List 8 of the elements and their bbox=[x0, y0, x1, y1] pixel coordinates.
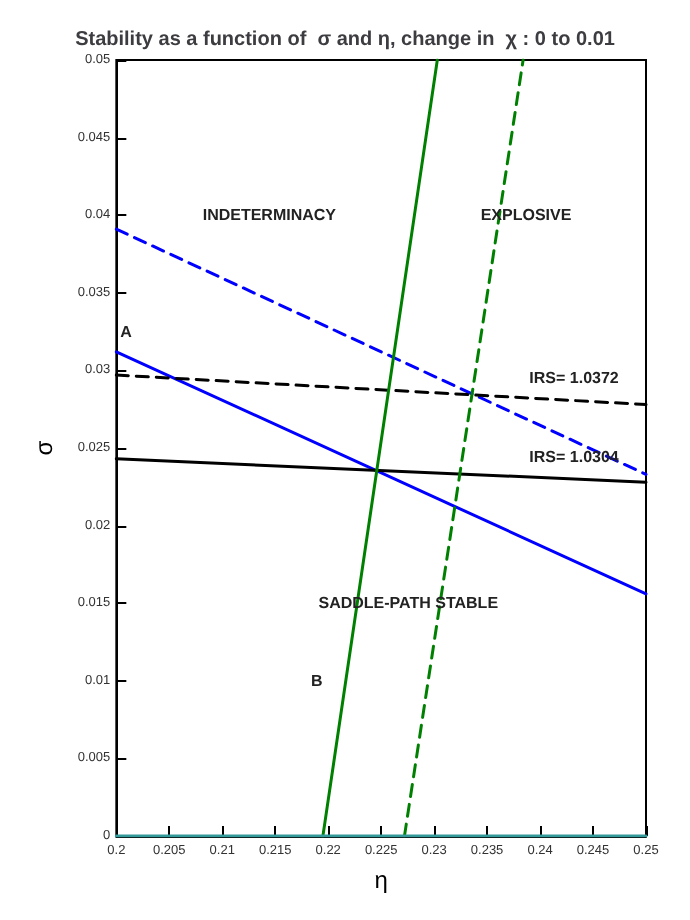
x-axis-title: η bbox=[374, 866, 388, 894]
annotation: IRS= 1.0304 bbox=[529, 448, 620, 467]
chart-title: Stability as a function of σ and η, change in χ : 0 to 0.01 bbox=[75, 29, 616, 51]
annotation: B bbox=[311, 671, 323, 690]
annotation: INDETERMINACY bbox=[202, 206, 338, 225]
y-axis-title: σ bbox=[30, 439, 58, 456]
annotation: A bbox=[120, 322, 133, 341]
annotation: IRS= 1.0372 bbox=[529, 369, 620, 388]
